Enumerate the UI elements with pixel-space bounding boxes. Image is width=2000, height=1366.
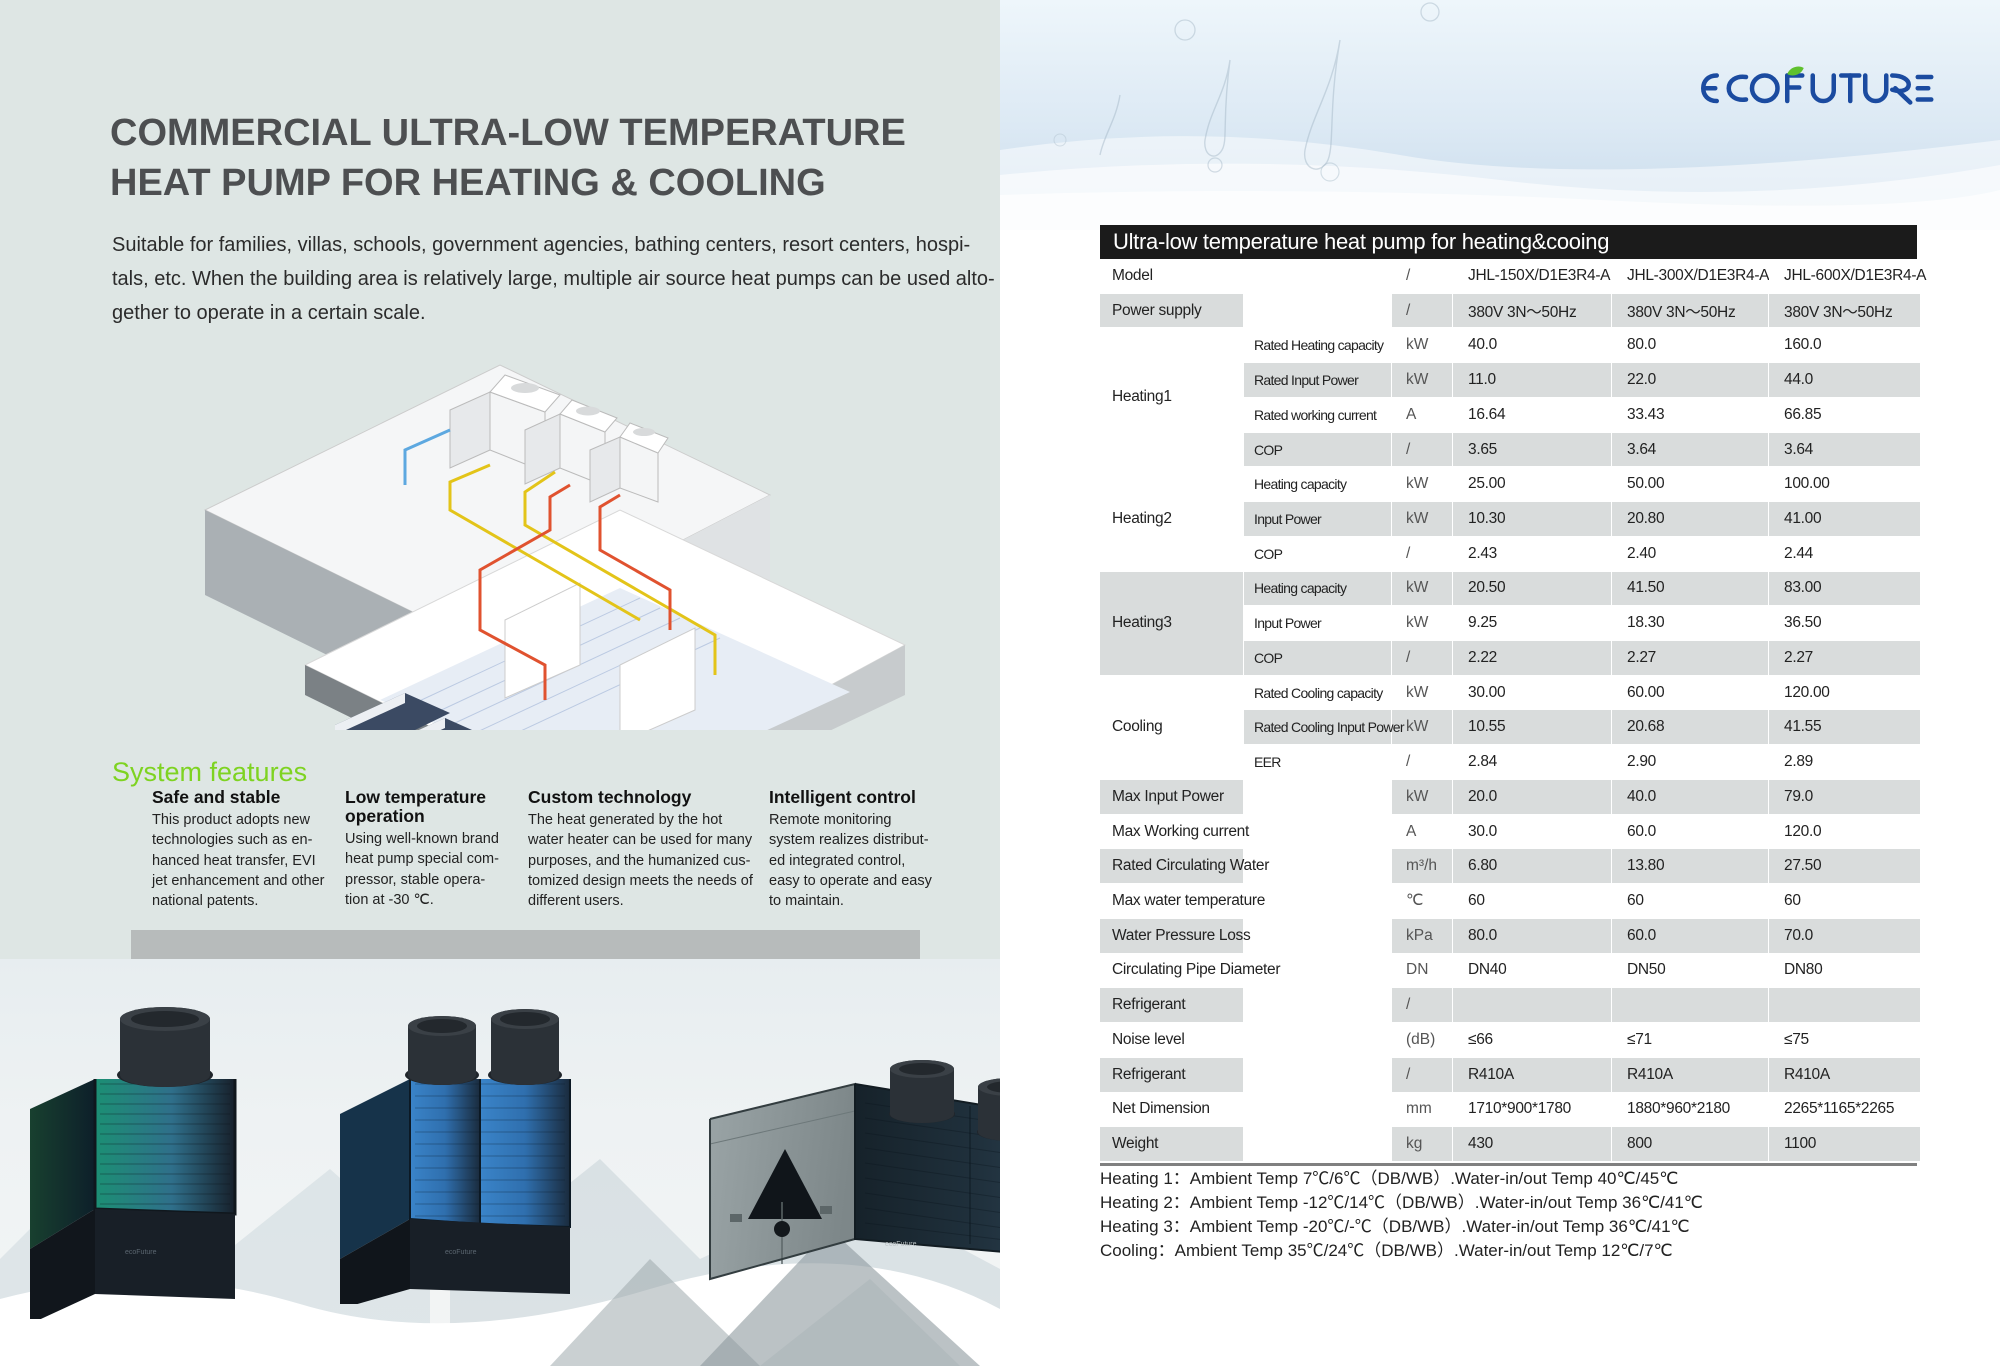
- svg-text:ecoFuture: ecoFuture: [445, 1249, 477, 1256]
- svg-text:ecoFuture: ecoFuture: [125, 1249, 157, 1256]
- svg-text:ecoFuture: ecoFuture: [885, 1241, 917, 1248]
